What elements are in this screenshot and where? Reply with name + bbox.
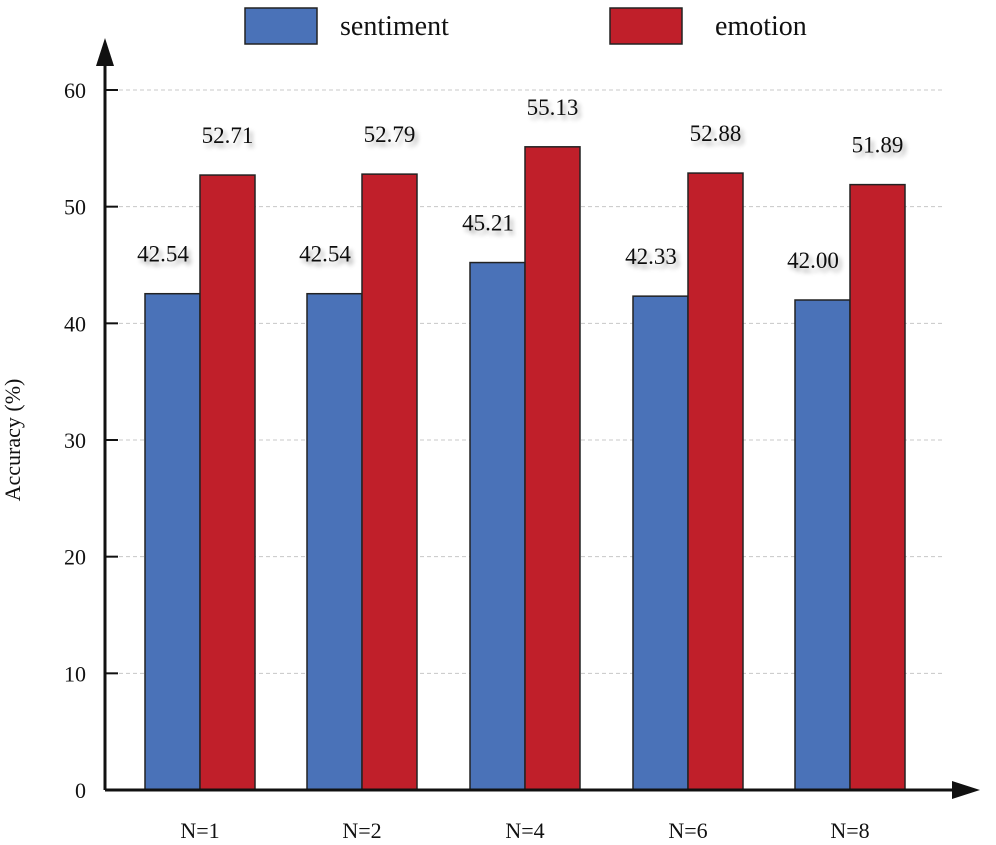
y-tick-label: 50 (64, 195, 86, 220)
bar-emotion-N=2 (361, 173, 418, 791)
y-tick-label: 30 (64, 428, 86, 453)
y-ticks: 0 10 20 30 40 50 60 (64, 78, 118, 803)
bar-emotion-N=6 (687, 172, 744, 791)
data-label-sentiment: 42.54 (137, 242, 189, 267)
data-label-emotion: 52.71 (202, 123, 254, 148)
x-ticks: N=1 N=2 N=4 N=6 N=8 (180, 818, 869, 843)
bar-sentiment-N=6 (632, 295, 689, 791)
legend-item-sentiment: sentiment (244, 7, 449, 45)
data-label-sentiment: 42.54 (299, 242, 351, 267)
legend: sentiment emotion (244, 7, 807, 45)
y-tick-label: 20 (64, 545, 86, 570)
data-label-emotion: 55.13 (527, 95, 579, 120)
x-tick-label: N=1 (180, 818, 219, 843)
bar-emotion-N=4 (524, 146, 581, 791)
bar-sentiment-N=2 (306, 292, 363, 791)
legend-label: sentiment (340, 11, 449, 42)
y-tick-label: 40 (64, 311, 86, 336)
x-axis-arrow (952, 781, 980, 799)
legend-label: emotion (715, 11, 807, 42)
data-labels: 42.54 52.71 42.54 52.79 45.21 55.13 42.33 52.88… (137, 95, 903, 273)
x-tick-label: N=2 (342, 818, 381, 843)
data-label-emotion: 52.88 (690, 121, 742, 146)
bar-emotion-N=8 (849, 183, 906, 791)
y-axis-label: Accuracy (%) (0, 379, 25, 502)
y-tick-label: 10 (64, 661, 86, 686)
axes (96, 38, 980, 799)
bars (144, 146, 906, 791)
data-label-emotion: 52.79 (364, 122, 416, 147)
legend-swatch (609, 7, 683, 45)
y-tick-label: 0 (75, 778, 86, 803)
x-tick-label: N=6 (668, 818, 707, 843)
bar-sentiment-N=4 (469, 261, 526, 791)
bar-sentiment-N=8 (794, 299, 851, 791)
legend-swatch (244, 7, 318, 45)
x-tick-label: N=4 (505, 818, 544, 843)
bar-sentiment-N=1 (144, 292, 201, 791)
y-axis-arrow (96, 38, 114, 66)
data-label-sentiment: 45.21 (462, 211, 514, 236)
legend-item-emotion: emotion (609, 7, 807, 45)
data-label-sentiment: 42.33 (625, 244, 677, 269)
x-tick-label: N=8 (830, 818, 869, 843)
data-label-sentiment: 42.00 (787, 248, 839, 273)
y-tick-label: 60 (64, 78, 86, 103)
bar-emotion-N=1 (199, 174, 256, 791)
data-label-emotion: 51.89 (852, 133, 904, 158)
